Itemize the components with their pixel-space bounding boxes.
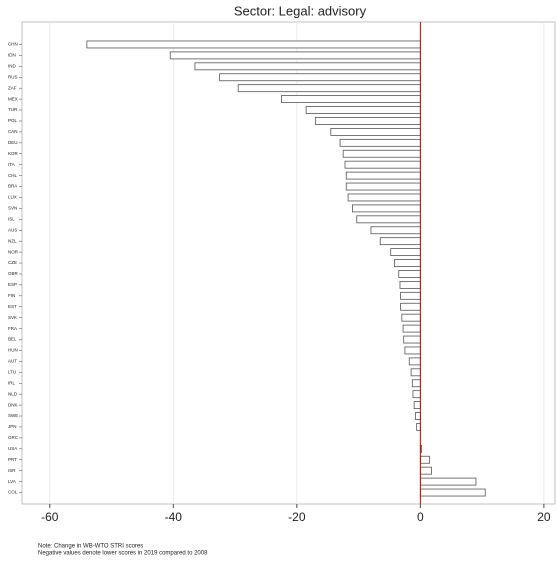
y-tick-label: COL bbox=[8, 490, 18, 495]
y-tick-label: IRL bbox=[8, 380, 16, 385]
y-tick-label: CHL bbox=[8, 173, 17, 178]
y-tick-label: LVA bbox=[8, 479, 16, 484]
y-tick-label: USA bbox=[8, 446, 17, 451]
bar bbox=[370, 226, 421, 235]
plot-frame bbox=[21, 21, 556, 505]
note: Note: Change in WB-WTO STRI scores bbox=[38, 544, 143, 550]
y-tick-label: NOR bbox=[8, 249, 19, 254]
bar bbox=[345, 171, 421, 180]
bar bbox=[419, 455, 431, 464]
bar bbox=[404, 346, 421, 355]
y-tick-label: FRA bbox=[8, 326, 17, 331]
y-tick-label: CAN bbox=[8, 129, 18, 134]
bar bbox=[379, 237, 421, 246]
y-tick-label: NLD bbox=[8, 391, 18, 396]
bar bbox=[398, 270, 421, 278]
bar bbox=[352, 204, 421, 213]
bar bbox=[408, 357, 421, 366]
y-tick-label: LTU bbox=[8, 370, 16, 375]
y-tick-label: ITA bbox=[8, 162, 15, 167]
x-tick-label: 0 bbox=[417, 510, 424, 524]
y-tick-label: BRA bbox=[8, 184, 17, 189]
y-tick-label: RUS bbox=[8, 74, 18, 79]
bar bbox=[356, 215, 421, 224]
bar bbox=[419, 477, 477, 486]
y-tick-label: GBR bbox=[8, 271, 19, 276]
y-tick-label: HUN bbox=[8, 348, 18, 353]
bar bbox=[339, 138, 421, 147]
bar bbox=[330, 127, 421, 136]
bar bbox=[394, 259, 421, 267]
chart-title: Sector: Legal: advisory bbox=[234, 3, 367, 18]
bar bbox=[402, 324, 421, 333]
y-tick-label: ESP bbox=[8, 282, 17, 287]
y-tick-label: SWE bbox=[8, 413, 18, 418]
bar bbox=[403, 335, 421, 344]
y-tick-label: DEU bbox=[8, 140, 18, 145]
x-tick-label: -40 bbox=[165, 510, 183, 524]
y-tick-label: PRT bbox=[8, 457, 17, 462]
bar bbox=[345, 182, 421, 191]
bar bbox=[390, 248, 421, 257]
y-tick-label: POL bbox=[8, 118, 18, 123]
y-tick-label: LUX bbox=[8, 195, 17, 200]
y-tick-label: AUT bbox=[8, 359, 17, 364]
bar bbox=[314, 117, 421, 125]
y-tick-label: TUR bbox=[8, 107, 18, 112]
y-tick-label: KOR bbox=[8, 151, 19, 156]
y-tick-label: NZL bbox=[8, 238, 17, 243]
note: Negative values denote lower scores in 2… bbox=[38, 551, 208, 557]
bar bbox=[419, 488, 486, 497]
y-tick-label: ISR bbox=[8, 468, 16, 473]
bar bbox=[411, 379, 421, 388]
bar bbox=[280, 95, 421, 104]
y-tick-label: CHN bbox=[8, 42, 18, 47]
bar bbox=[237, 84, 421, 93]
bar bbox=[400, 291, 421, 300]
y-tick-label: SVK bbox=[8, 315, 17, 320]
y-tick-label: IDN bbox=[8, 53, 16, 58]
bar bbox=[413, 401, 421, 410]
bar bbox=[344, 160, 421, 169]
y-tick-label: IND bbox=[8, 64, 17, 69]
y-tick-label: BEL bbox=[8, 337, 17, 342]
bar bbox=[401, 313, 421, 322]
y-tick-label: DNK bbox=[8, 402, 18, 407]
bar bbox=[400, 302, 421, 311]
bar bbox=[347, 193, 421, 202]
x-tick-label: -60 bbox=[41, 510, 59, 524]
bar bbox=[86, 40, 421, 49]
bar bbox=[410, 368, 421, 377]
bar bbox=[416, 423, 421, 431]
bar bbox=[194, 62, 421, 71]
bar bbox=[305, 106, 421, 114]
x-tick-label: 20 bbox=[537, 510, 551, 524]
bar bbox=[342, 149, 421, 158]
y-tick-label: SVN bbox=[8, 206, 17, 211]
y-tick-label: JPN bbox=[8, 424, 17, 429]
y-tick-label: AUS bbox=[8, 227, 17, 232]
y-tick-label: ISL bbox=[8, 217, 15, 222]
bar bbox=[169, 51, 421, 60]
bar bbox=[399, 280, 421, 289]
bar bbox=[415, 412, 421, 420]
bar bbox=[219, 73, 421, 82]
y-tick-label: FIN bbox=[8, 293, 15, 298]
y-tick-label: EST bbox=[8, 304, 17, 309]
y-tick-label: ZAF bbox=[8, 85, 17, 90]
bar bbox=[412, 390, 421, 399]
y-tick-label: MEX bbox=[8, 96, 18, 101]
y-tick-label: CZE bbox=[8, 260, 17, 265]
y-tick-label: GRC bbox=[8, 435, 19, 440]
x-tick-label: -20 bbox=[288, 510, 306, 524]
bar bbox=[419, 466, 432, 475]
